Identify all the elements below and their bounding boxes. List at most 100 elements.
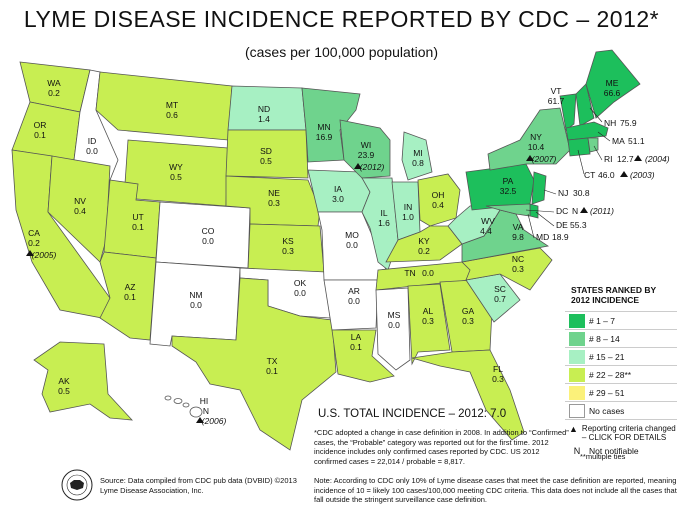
- legend-item: # 29 – 51: [565, 383, 677, 401]
- n-symbol: N: [573, 446, 581, 456]
- label-ga-abbr: GA: [462, 306, 475, 316]
- reporting-criteria-triangles: [26, 155, 642, 423]
- legend-label: # 29 – 51: [589, 387, 625, 398]
- triangle-wi: [354, 163, 362, 169]
- label-ct-note: (2003): [630, 170, 655, 180]
- label-ut-abbr: UT: [132, 212, 143, 222]
- label-hi-value: N: [203, 406, 209, 416]
- state-mt[interactable]: [95, 71, 233, 141]
- label-nh-value: 75.9: [620, 118, 637, 128]
- label-md-value: 18.9: [552, 232, 569, 242]
- label-ak-value: 0.5: [58, 386, 70, 396]
- state-nh[interactable]: [575, 83, 595, 127]
- label-ny-value: 10.4: [528, 142, 545, 152]
- state-mn[interactable]: [301, 87, 361, 163]
- label-oh-value: 0.4: [432, 200, 444, 210]
- footnote: *CDC adopted a change in case definition…: [314, 428, 569, 466]
- state-nv[interactable]: [47, 155, 111, 263]
- state-ma[interactable]: [565, 121, 609, 141]
- label-va-value: 9.8: [512, 232, 524, 242]
- legend-label: # 1 – 7: [589, 315, 615, 326]
- state-ky[interactable]: [385, 225, 463, 263]
- label-mi-abbr: MI: [413, 148, 422, 158]
- label-nm-value: 0.0: [190, 300, 202, 310]
- label-la-value: 0.1: [350, 342, 362, 352]
- state-tx[interactable]: [171, 277, 337, 451]
- state-ms[interactable]: [375, 287, 411, 371]
- label-ia-value: 3.0: [332, 194, 344, 204]
- state-ak[interactable]: [33, 341, 133, 421]
- label-az-abbr: AZ: [125, 282, 136, 292]
- label-ca-note: (2005): [32, 250, 57, 260]
- state-md[interactable]: [485, 203, 531, 217]
- label-ar-value: 0.0: [348, 296, 360, 306]
- legend-n-label: Not notifiable: [589, 446, 639, 456]
- label-nv-abbr: NV: [74, 196, 86, 206]
- state-fl[interactable]: [411, 349, 525, 441]
- state-sd[interactable]: [225, 129, 309, 179]
- label-me-value: 66.6: [604, 88, 621, 98]
- legend-swatch: [569, 349, 585, 364]
- label-wv-abbr: WV: [481, 216, 495, 226]
- label-mo-abbr: MO: [345, 230, 359, 240]
- label-ok-abbr: OK: [294, 278, 307, 288]
- state-wi[interactable]: [339, 119, 391, 179]
- label-al-value: 0.3: [422, 316, 434, 326]
- label-ne-abbr: NE: [268, 188, 280, 198]
- label-ky-value: 0.2: [418, 246, 430, 256]
- label-ms-value: 0.0: [388, 320, 400, 330]
- legend-triangle-row[interactable]: ▲ Reporting criteria changed – CLICK FOR…: [565, 424, 677, 442]
- legend-swatch: [569, 385, 585, 400]
- label-tn-value: 0.0: [422, 268, 434, 278]
- label-wa-abbr: WA: [47, 78, 61, 88]
- label-va-abbr: VA: [513, 222, 524, 232]
- label-vt-value: 61.7: [548, 96, 565, 106]
- label-co-abbr: CO: [202, 226, 215, 236]
- state-nj[interactable]: [531, 171, 547, 205]
- label-ri-note: (2004): [645, 154, 670, 164]
- state-ct[interactable]: [567, 137, 591, 157]
- legend-label: # 22 – 28**: [589, 369, 632, 380]
- label-ut-value: 0.1: [132, 222, 144, 232]
- leader-lines: [525, 107, 611, 239]
- state-nc[interactable]: [461, 247, 553, 291]
- legend-label: # 8 – 14: [589, 333, 620, 344]
- label-mt-value: 0.6: [166, 110, 178, 120]
- state-hi[interactable]: [164, 395, 203, 418]
- label-nv-value: 0.4: [74, 206, 86, 216]
- legend-swatch: [569, 331, 585, 346]
- label-ks-abbr: KS: [282, 236, 294, 246]
- label-ny-note: (2007): [532, 154, 557, 164]
- label-mo-value: 0.0: [346, 240, 358, 250]
- state-ar[interactable]: [323, 279, 379, 331]
- label-ma-abbr: MA: [612, 136, 625, 146]
- label-dc-note: (2011): [590, 206, 614, 216]
- label-nj-abbr: NJ: [558, 188, 568, 198]
- state-al[interactable]: [407, 283, 451, 366]
- label-sc-abbr: SC: [494, 284, 506, 294]
- state-vt[interactable]: [559, 93, 577, 131]
- state-mi[interactable]: [401, 131, 433, 181]
- label-or-abbr: OR: [34, 120, 47, 130]
- label-md-abbr: MD: [536, 232, 549, 242]
- page-subtitle: (cases per 100,000 population): [244, 44, 439, 60]
- legend-triangle-label: Reporting criteria changed – CLICK FOR D…: [581, 424, 676, 442]
- state-la[interactable]: [331, 329, 395, 383]
- label-fl-abbr: FL: [493, 364, 503, 374]
- label-ok-value: 0.0: [294, 288, 306, 298]
- label-ks-value: 0.3: [282, 246, 294, 256]
- label-ri-abbr: RI: [604, 154, 613, 164]
- label-ne-value: 0.3: [268, 198, 280, 208]
- label-id-abbr: ID: [88, 136, 97, 146]
- state-me[interactable]: [585, 49, 641, 119]
- label-il-abbr: IL: [380, 208, 387, 218]
- label-nd-abbr: ND: [258, 104, 270, 114]
- label-hi-abbr: HI: [200, 396, 209, 406]
- triangle-ca: [26, 250, 34, 256]
- label-in-abbr: IN: [404, 202, 413, 212]
- label-pa-abbr: PA: [503, 176, 514, 186]
- label-ri-value: 12.7: [617, 154, 634, 164]
- legend-swatch: [569, 367, 585, 382]
- label-ct-abbr: CT: [584, 170, 595, 180]
